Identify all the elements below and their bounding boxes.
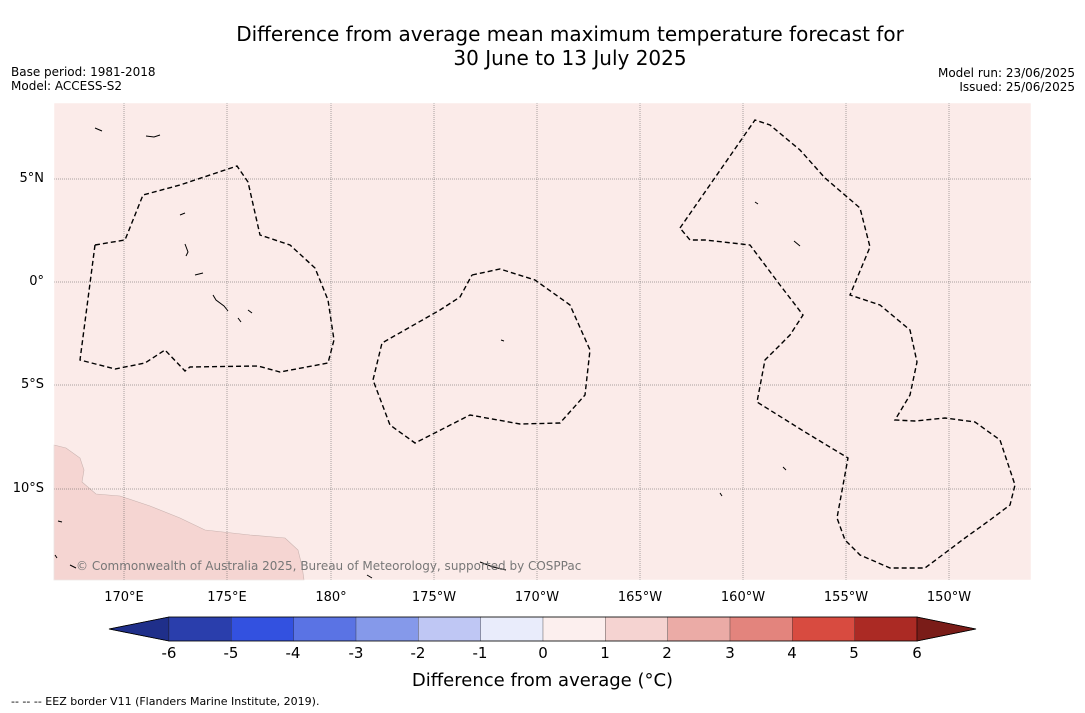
colorbar-segment xyxy=(231,616,295,642)
eez-line-islands xyxy=(679,119,1016,569)
lat-label-5s: 5°S xyxy=(20,377,44,392)
colorbar-segment xyxy=(729,616,793,642)
colorbar-segment xyxy=(667,616,731,642)
island xyxy=(793,240,801,247)
lon-label-175e: 175°E xyxy=(207,590,247,605)
model-name: Model: ACCESS-S2 xyxy=(11,79,123,93)
island xyxy=(782,466,787,471)
colorbar-segment xyxy=(854,616,918,642)
eez-legend-note: -- -- -- EEZ border V11 (Flanders Marine… xyxy=(11,695,320,708)
colorbar-tick: 1 xyxy=(600,644,610,662)
colorbar-tick: -6 xyxy=(161,644,177,662)
island xyxy=(69,564,77,569)
island xyxy=(754,201,759,205)
island xyxy=(500,339,505,342)
islands xyxy=(54,127,801,579)
lon-label-170w: 170°W xyxy=(514,590,560,605)
colorbar-tick: -4 xyxy=(285,644,301,662)
island xyxy=(54,554,58,559)
title-line-2: 30 June to 13 July 2025 xyxy=(453,46,687,70)
colorbar xyxy=(108,616,977,642)
island xyxy=(212,294,229,312)
colorbar-frame xyxy=(108,616,977,642)
meta-left: Base period: 1981-2018 Model: ACCESS-S2 xyxy=(11,65,156,93)
colorbar-tick: 5 xyxy=(849,644,859,662)
colorbar-tick: 6 xyxy=(912,644,922,662)
lon-label-150w: 150°W xyxy=(926,590,972,605)
colorbar-segment xyxy=(418,616,482,642)
lat-label-5n: 5°N xyxy=(19,171,45,186)
island xyxy=(247,309,253,314)
colorbar-tick: -3 xyxy=(348,644,364,662)
colorbar-segment xyxy=(168,616,233,642)
island xyxy=(179,212,186,216)
island xyxy=(145,134,161,138)
map-frame xyxy=(53,102,1032,581)
map-ocean xyxy=(54,103,1031,580)
island xyxy=(184,243,189,257)
colorbar-segment xyxy=(542,616,607,642)
meta-right: Model run: 23/06/2025 Issued: 25/06/2025 xyxy=(938,66,1075,94)
map-land xyxy=(53,444,305,581)
island xyxy=(237,317,242,323)
colorbar-extend-high xyxy=(916,616,977,642)
map-gridlines xyxy=(54,103,1031,580)
lon-label-160w: 160°W xyxy=(720,590,766,605)
island xyxy=(719,492,723,497)
island xyxy=(194,272,204,276)
eez-phoenix xyxy=(372,268,591,444)
copyright-notice: © Commonwealth of Australia 2025, Bureau… xyxy=(76,559,582,573)
colorbar-label: Difference from average (°C) xyxy=(411,670,674,691)
colorbar-tick: 2 xyxy=(662,644,672,662)
island xyxy=(57,520,63,523)
island xyxy=(366,574,373,579)
island xyxy=(94,127,103,132)
lon-label-165w: 165°W xyxy=(617,590,663,605)
colorbar-segment xyxy=(480,616,544,642)
colorbar-segment xyxy=(293,616,357,642)
title-line-1: Difference from average mean maximum tem… xyxy=(236,22,904,46)
colorbar-tick: 4 xyxy=(787,644,797,662)
colorbar-tick: -1 xyxy=(472,644,488,662)
colorbar-tick: -2 xyxy=(410,644,426,662)
issued-date: Issued: 25/06/2025 xyxy=(959,80,1075,94)
lon-label-180: 180° xyxy=(315,590,347,605)
island xyxy=(479,561,507,571)
lat-label-0: 0° xyxy=(29,274,44,289)
lon-label-175w: 175°W xyxy=(411,590,457,605)
colorbar-segment xyxy=(792,616,856,642)
colorbar-segment xyxy=(355,616,420,642)
colorbar-segment xyxy=(605,616,669,642)
colorbar-tick: -5 xyxy=(223,644,239,662)
lon-label-170e: 170°E xyxy=(104,590,144,605)
colorbar-tick: 0 xyxy=(538,644,548,662)
lon-label-155w: 155°W xyxy=(823,590,869,605)
colorbar-tick: 3 xyxy=(725,644,735,662)
base-period: Base period: 1981-2018 xyxy=(11,65,156,79)
model-run: Model run: 23/06/2025 xyxy=(937,66,1075,80)
eez-tuvalu-kiribati-west xyxy=(79,165,335,373)
chart-title: Difference from average mean maximum tem… xyxy=(0,22,1085,70)
eez-borders xyxy=(79,119,1016,569)
colorbar-extend-low xyxy=(108,616,170,642)
lat-label-10s: 10°S xyxy=(12,481,44,496)
